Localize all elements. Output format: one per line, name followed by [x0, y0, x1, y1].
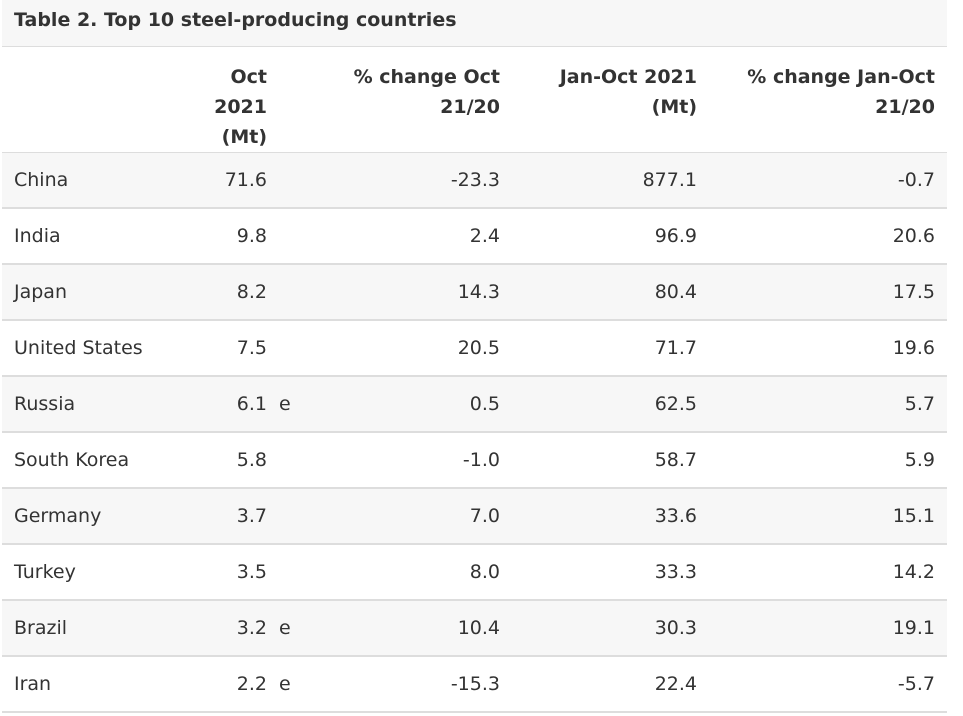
cell-pct-change-jan-oct: 19.1	[892, 617, 935, 639]
cell-pct-change-oct: 20.5	[457, 337, 500, 359]
cell-pct-change-jan-oct: -0.7	[897, 169, 935, 191]
table-row: United States 7.5 20.5 71.7 19.6	[2, 320, 947, 376]
cell-oct-2021: 9.8	[236, 225, 267, 247]
cell-oct-2021: 6.1	[236, 393, 267, 415]
table-row: South Korea 5.8 -1.0 58.7 5.9	[2, 432, 947, 488]
cell-country: India	[14, 225, 61, 247]
cell-pct-change-jan-oct: 5.9	[904, 449, 935, 471]
cell-pct-change-jan-oct: 19.6	[892, 337, 935, 359]
cell-jan-oct-2021: 71.7	[654, 337, 697, 359]
cell-estimate-flag: e	[279, 617, 291, 639]
cell-jan-oct-2021: 58.7	[654, 449, 697, 471]
cell-estimate-flag: e	[279, 393, 291, 415]
cell-country: Japan	[14, 281, 67, 303]
cell-pct-change-jan-oct: 5.7	[904, 393, 935, 415]
cell-jan-oct-2021: 33.6	[654, 505, 697, 527]
table-caption: Table 2. Top 10 steel-producing countrie…	[2, 0, 947, 47]
cell-pct-change-oct: 2.4	[469, 225, 500, 247]
table-row: Brazil 3.2 e 10.4 30.3 19.1	[2, 600, 947, 656]
cell-country: Germany	[14, 505, 102, 527]
cell-jan-oct-2021: 62.5	[654, 393, 697, 415]
cell-pct-change-oct: 7.0	[469, 505, 500, 527]
cell-pct-change-jan-oct: 15.1	[892, 505, 935, 527]
cell-jan-oct-2021: 877.1	[642, 169, 697, 191]
table-header-row: Oct 2021 (Mt) % change Oct 21/20 Jan-Oct…	[2, 47, 947, 153]
table-row: Japan 8.2 14.3 80.4 17.5	[2, 264, 947, 320]
cell-estimate-flag	[279, 432, 309, 488]
table-row: India 9.8 2.4 96.9 20.6	[2, 208, 947, 264]
cell-pct-change-jan-oct: 17.5	[892, 281, 935, 303]
cell-country: Brazil	[14, 617, 68, 639]
cell-estimate-flag	[279, 153, 309, 209]
cell-pct-change-oct: 0.5	[469, 393, 500, 415]
table-row: Iran 2.2 e -15.3 22.4 -5.7	[2, 656, 947, 712]
cell-estimate-flag: e	[279, 673, 291, 695]
cell-pct-change-oct: 8.0	[469, 561, 500, 583]
header-flag	[279, 47, 309, 153]
cell-oct-2021: 3.2	[236, 617, 267, 639]
cell-jan-oct-2021: 30.3	[654, 617, 697, 639]
cell-country: Turkey	[14, 561, 76, 583]
steel-table-container: Table 2. Top 10 steel-producing countrie…	[2, 0, 947, 713]
cell-estimate-flag	[279, 264, 309, 320]
cell-jan-oct-2021: 22.4	[654, 673, 697, 695]
cell-oct-2021: 8.2	[236, 281, 267, 303]
steel-production-table: Oct 2021 (Mt) % change Oct 21/20 Jan-Oct…	[2, 47, 947, 713]
cell-country: United States	[14, 337, 143, 359]
header-jan-oct-2021: Jan-Oct 2021 (Mt)	[559, 66, 697, 118]
cell-oct-2021: 3.5	[236, 561, 267, 583]
cell-pct-change-oct: -1.0	[462, 449, 500, 471]
cell-estimate-flag	[279, 320, 309, 376]
cell-pct-change-oct: 10.4	[457, 617, 500, 639]
cell-pct-change-jan-oct: 20.6	[892, 225, 935, 247]
cell-country: Iran	[14, 673, 52, 695]
cell-pct-change-oct: 14.3	[457, 281, 500, 303]
cell-oct-2021: 3.7	[236, 505, 267, 527]
header-pct-change-oct: % change Oct 21/20	[353, 66, 500, 118]
cell-oct-2021: 7.5	[236, 337, 267, 359]
cell-jan-oct-2021: 80.4	[654, 281, 697, 303]
cell-jan-oct-2021: 96.9	[654, 225, 697, 247]
cell-country: Russia	[14, 393, 76, 415]
cell-pct-change-oct: -23.3	[450, 169, 500, 191]
header-oct-2021: Oct 2021 (Mt)	[214, 66, 267, 148]
cell-country: South Korea	[14, 449, 130, 471]
cell-estimate-flag	[279, 544, 309, 600]
table-row: Turkey 3.5 8.0 33.3 14.2	[2, 544, 947, 600]
cell-country: China	[14, 169, 69, 191]
cell-pct-change-jan-oct: -5.7	[897, 673, 935, 695]
cell-estimate-flag	[279, 208, 309, 264]
cell-estimate-flag	[279, 488, 309, 544]
cell-pct-change-jan-oct: 14.2	[892, 561, 935, 583]
cell-oct-2021: 5.8	[236, 449, 267, 471]
cell-oct-2021: 2.2	[236, 673, 267, 695]
header-country	[2, 47, 162, 153]
header-pct-change-jan-oct: % change Jan-Oct 21/20	[747, 66, 935, 118]
table-row: China 71.6 -23.3 877.1 -0.7	[2, 152, 947, 209]
cell-oct-2021: 71.6	[224, 169, 267, 191]
table-row: Russia 6.1 e 0.5 62.5 5.7	[2, 376, 947, 432]
table-row: Germany 3.7 7.0 33.6 15.1	[2, 488, 947, 544]
cell-pct-change-oct: -15.3	[450, 673, 500, 695]
cell-jan-oct-2021: 33.3	[654, 561, 697, 583]
